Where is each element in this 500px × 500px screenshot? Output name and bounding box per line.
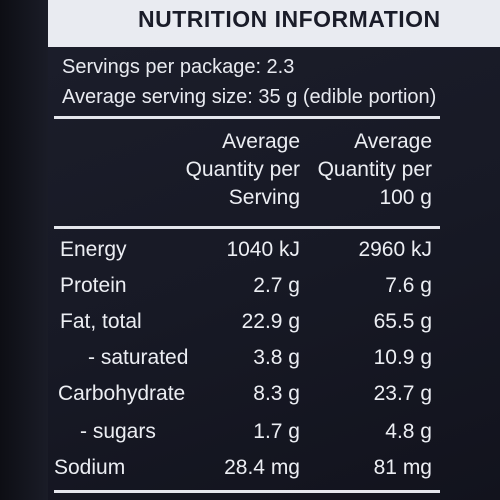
value-per-100g: 23.7 g [373, 382, 432, 405]
table-row: - saturated 3.8 g 10.9 g [0, 346, 500, 380]
value-per-serving: 22.9 g [241, 310, 300, 333]
column-header-per-serving: Average Quantity per Serving [186, 128, 300, 212]
value-per-100g: 65.5 g [373, 310, 432, 333]
title-bar: NUTRITION INFORMATION [48, 0, 500, 47]
value-per-100g: 7.6 g [385, 274, 432, 297]
servings-per-package: Servings per package: 2.3 [62, 56, 295, 78]
nutrient-name: - sugars [80, 420, 156, 443]
column-header-per-serving-line-2: Quantity per [185, 158, 300, 181]
panel-title: NUTRITION INFORMATION [138, 6, 441, 32]
column-header-per-100g-line-1: Average [354, 130, 432, 153]
table-row: - sugars 1.7 g 4.8 g [0, 420, 500, 454]
value-per-100g: 10.9 g [373, 346, 432, 369]
table-row: Sodium 28.4 mg 81 mg [0, 456, 500, 490]
serving-size: Average serving size: 35 g (edible porti… [62, 86, 437, 108]
nutrient-name: Protein [60, 274, 127, 297]
rule-bottom [54, 490, 440, 493]
table-row: Fat, total 22.9 g 65.5 g [0, 310, 500, 344]
rule-header [54, 226, 440, 229]
nutrient-name: Sodium [54, 456, 126, 479]
value-per-serving: 28.4 mg [224, 456, 300, 479]
value-per-100g: 2960 kJ [358, 238, 432, 261]
value-per-100g: 4.8 g [385, 420, 432, 443]
table-row: Carbohydrate 8.3 g 23.7 g [0, 382, 500, 416]
value-per-serving: 3.8 g [253, 346, 300, 369]
nutrient-name: - saturated [88, 346, 189, 369]
column-header-per-serving-line-1: Average [222, 130, 300, 153]
column-header-per-100g: Average Quantity per 100 g [318, 128, 432, 212]
package-edge [0, 0, 48, 500]
column-header-per-100g-line-2: Quantity per [317, 158, 432, 181]
value-per-serving: 1.7 g [253, 420, 300, 443]
table-row: Protein 2.7 g 7.6 g [0, 274, 500, 308]
value-per-serving: 8.3 g [253, 382, 300, 405]
nutrient-name: Carbohydrate [58, 382, 186, 405]
value-per-serving: 1040 kJ [226, 238, 300, 261]
nutrient-name: Energy [60, 238, 127, 261]
nutrient-name: Fat, total [60, 310, 142, 333]
rule-top [54, 116, 440, 119]
value-per-100g: 81 mg [373, 456, 432, 479]
value-per-serving: 2.7 g [253, 274, 300, 297]
column-header-per-serving-line-3: Serving [228, 186, 300, 209]
column-header-per-100g-line-3: 100 g [379, 186, 432, 209]
table-row: Energy 1040 kJ 2960 kJ [0, 238, 500, 272]
